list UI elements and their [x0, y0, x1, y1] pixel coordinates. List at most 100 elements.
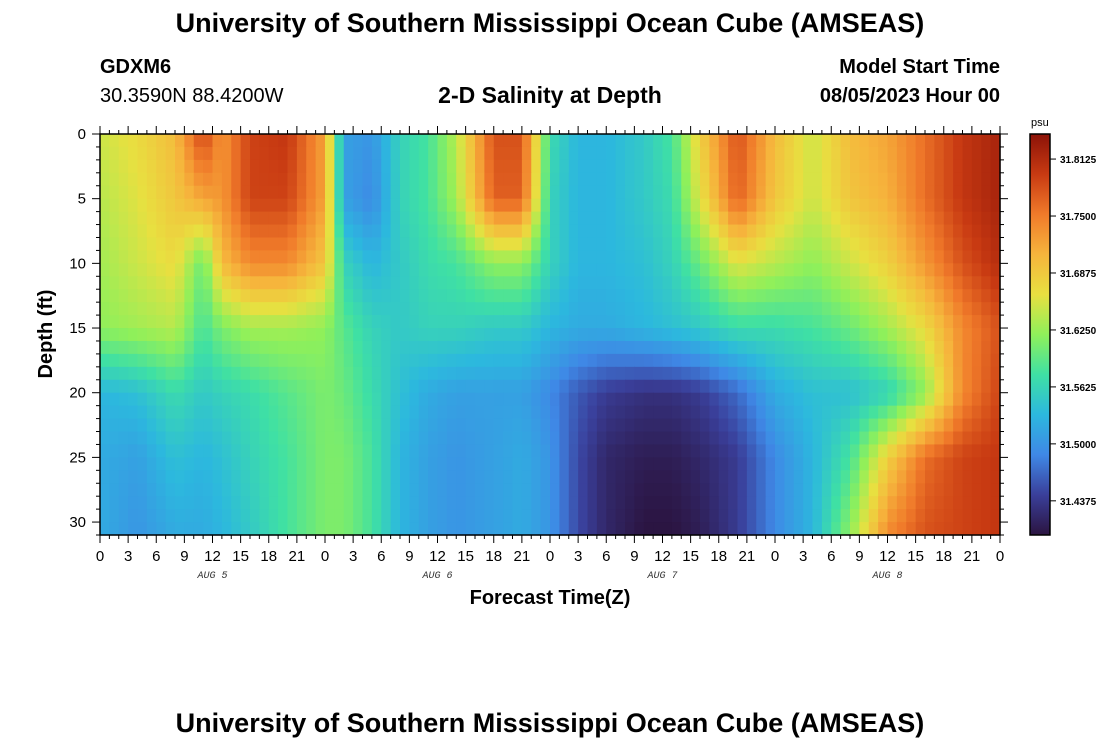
- heatmap-cell: [428, 353, 439, 368]
- heatmap-cell: [971, 509, 982, 523]
- heatmap-cell: [409, 172, 420, 187]
- heatmap-cell: [887, 211, 898, 226]
- heatmap-cell: [437, 431, 448, 446]
- heatmap-cell: [718, 159, 729, 174]
- heatmap-cell: [671, 522, 682, 536]
- heatmap-cell: [109, 328, 120, 342]
- heatmap-cell: [887, 431, 898, 446]
- heatmap-cell: [475, 470, 485, 484]
- heatmap-cell: [812, 289, 823, 303]
- heatmap-cell: [953, 496, 964, 510]
- heatmap-cell: [981, 263, 992, 277]
- heatmap-cell: [906, 302, 917, 316]
- heatmap-cell: [184, 211, 195, 226]
- heatmap-cell: [540, 340, 551, 355]
- heatmap-cell: [156, 405, 167, 420]
- heatmap-cell: [296, 263, 307, 277]
- heatmap-cell: [550, 159, 560, 174]
- heatmap-cell: [840, 470, 851, 484]
- heatmap-cell: [943, 353, 954, 368]
- heatmap-cell: [915, 302, 926, 316]
- heatmap-cell: [971, 496, 982, 510]
- heatmap-cell: [953, 470, 964, 484]
- heatmap-cell: [250, 405, 260, 420]
- heatmap-cell: [709, 224, 720, 239]
- heatmap-cell: [934, 172, 945, 187]
- heatmap-cell: [718, 146, 729, 161]
- heatmap-cell: [625, 379, 635, 394]
- heatmap-cell: [578, 353, 589, 368]
- heatmap-cell: [212, 340, 223, 355]
- heatmap-cell: [793, 237, 804, 252]
- heatmap-cell: [596, 302, 607, 316]
- heatmap-cell: [371, 315, 382, 329]
- heatmap-cell: [531, 457, 542, 471]
- heatmap-cell: [709, 211, 720, 226]
- heatmap-cell: [175, 263, 185, 277]
- heatmap-cell: [362, 328, 373, 342]
- heatmap-cell: [268, 470, 279, 484]
- heatmap-cell: [868, 263, 879, 277]
- heatmap-cell: [512, 172, 523, 187]
- heatmap-cell: [296, 315, 307, 329]
- heatmap-cell: [943, 405, 954, 420]
- heatmap-cell: [868, 159, 879, 174]
- heatmap-cell: [596, 276, 607, 290]
- heatmap-cell: [587, 237, 598, 252]
- heatmap-cell: [756, 340, 767, 355]
- heatmap-cell: [625, 211, 635, 226]
- heatmap-cell: [596, 289, 607, 303]
- heatmap-cell: [840, 289, 851, 303]
- heatmap-cell: [531, 483, 542, 497]
- heatmap-cell: [287, 431, 298, 446]
- heatmap-cell: [437, 185, 448, 200]
- heatmap-cell: [662, 340, 673, 355]
- heatmap-cell: [634, 483, 645, 497]
- heatmap-cell: [859, 289, 870, 303]
- heatmap-cell: [784, 340, 795, 355]
- heatmap-cell: [512, 328, 523, 342]
- heatmap-cell: [362, 289, 373, 303]
- heatmap-cell: [109, 185, 120, 200]
- heatmap-cell: [371, 496, 382, 510]
- heatmap-cell: [343, 211, 354, 226]
- heatmap-cell: [212, 185, 223, 200]
- heatmap-cell: [700, 353, 710, 368]
- heatmap-cell: [475, 185, 485, 200]
- heatmap-cell: [653, 315, 664, 329]
- heatmap-cell: [465, 522, 476, 536]
- heatmap-cell: [231, 263, 242, 277]
- heatmap-cell: [578, 250, 589, 264]
- heatmap-cell: [109, 457, 120, 471]
- heatmap-cell: [718, 444, 729, 458]
- heatmap-cell: [362, 276, 373, 290]
- heatmap-cell: [240, 340, 251, 355]
- heatmap-cell: [568, 379, 579, 394]
- heatmap-cell: [175, 379, 185, 394]
- heatmap-cell: [559, 211, 570, 226]
- heatmap-cell: [868, 431, 879, 446]
- heatmap-cell: [690, 470, 701, 484]
- heatmap-cell: [765, 522, 776, 536]
- heatmap-cell: [906, 146, 917, 161]
- heatmap-cell: [306, 289, 317, 303]
- heatmap-cell: [971, 250, 982, 264]
- heatmap-cell: [831, 522, 842, 536]
- heatmap-cell: [643, 431, 654, 446]
- heatmap-cell: [250, 134, 260, 148]
- heatmap-cell: [943, 366, 954, 381]
- heatmap-cell: [503, 483, 514, 497]
- heatmap-cell: [596, 198, 607, 213]
- heatmap-cell: [165, 134, 176, 148]
- heatmap-cell: [981, 315, 992, 329]
- heatmap-cell: [906, 185, 917, 200]
- heatmap-cell: [343, 405, 354, 420]
- heatmap-cell: [962, 340, 973, 355]
- heatmap-cell: [175, 302, 185, 316]
- heatmap-cell: [606, 276, 617, 290]
- heatmap-cell: [456, 483, 467, 497]
- heatmap-cell: [418, 289, 429, 303]
- heatmap-cell: [193, 302, 204, 316]
- heatmap-cell: [484, 172, 495, 187]
- heatmap-cell: [193, 379, 204, 394]
